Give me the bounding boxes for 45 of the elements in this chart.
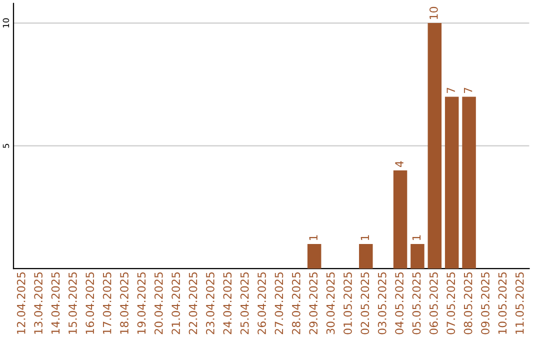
x-tick-label: 15.04.2025 [68,272,77,334]
bar [393,170,408,269]
x-tick-label: 16.04.2025 [86,272,94,334]
data-label: 1 [412,235,421,240]
data-label: 10 [429,6,438,20]
data-label: 7 [446,88,455,94]
x-tick-label: 28.04.2025 [292,272,300,334]
x-tick-label: 10.05.2025 [498,272,507,334]
x-tick-label: 12.04.2025 [16,272,26,334]
x-tick-label: 09.05.2025 [481,272,490,334]
x-tick-label: 17.04.2025 [102,272,112,334]
x-tick-label: 01.05.2025 [344,272,352,334]
data-label: 1 [309,235,318,240]
x-tick-label: 06.05.2025 [429,272,438,334]
x-tick-label: 04.05.2025 [395,272,404,334]
x-tick-label: 07.05.2025 [446,272,456,334]
x-tick-label: 08.05.2025 [464,272,472,334]
y-tick-label: 5 [2,144,10,148]
x-tick-label: 19.04.2025 [137,272,146,334]
data-label: 1 [360,235,369,240]
x-tick-label: 25.04.2025 [240,272,249,334]
x-tick-label: 22.04.2025 [188,272,198,334]
bar [444,96,459,269]
x-tick-label: 18.04.2025 [120,272,128,334]
x-tick-label: 13.04.2025 [34,272,43,334]
bar [410,244,424,269]
x-tick-label: 23.04.2025 [206,272,214,334]
bar [307,244,322,269]
x-tick-label: 03.05.2025 [378,272,386,334]
x-tick-label: 21.04.2025 [172,272,180,334]
x-tick-label: 05.05.2025 [412,272,421,334]
x-tick-label: 20.04.2025 [154,272,163,334]
bar [462,96,476,269]
x-tick-label: 11.05.2025 [515,272,524,334]
x-tick-label: 02.05.2025 [360,272,370,334]
x-tick-label: 14.04.2025 [51,272,60,334]
bar [359,244,373,269]
data-label: 4 [395,161,404,168]
x-tick-label: 30.04.2025 [326,272,335,334]
x-tick-label: 29.04.2025 [309,272,318,334]
x-tick-label: 24.04.2025 [223,272,232,334]
data-label: 7 [464,88,472,94]
x-tick-label: 27.04.2025 [274,272,284,334]
x-tick-label: 26.04.2025 [258,272,266,334]
bar [428,23,442,269]
